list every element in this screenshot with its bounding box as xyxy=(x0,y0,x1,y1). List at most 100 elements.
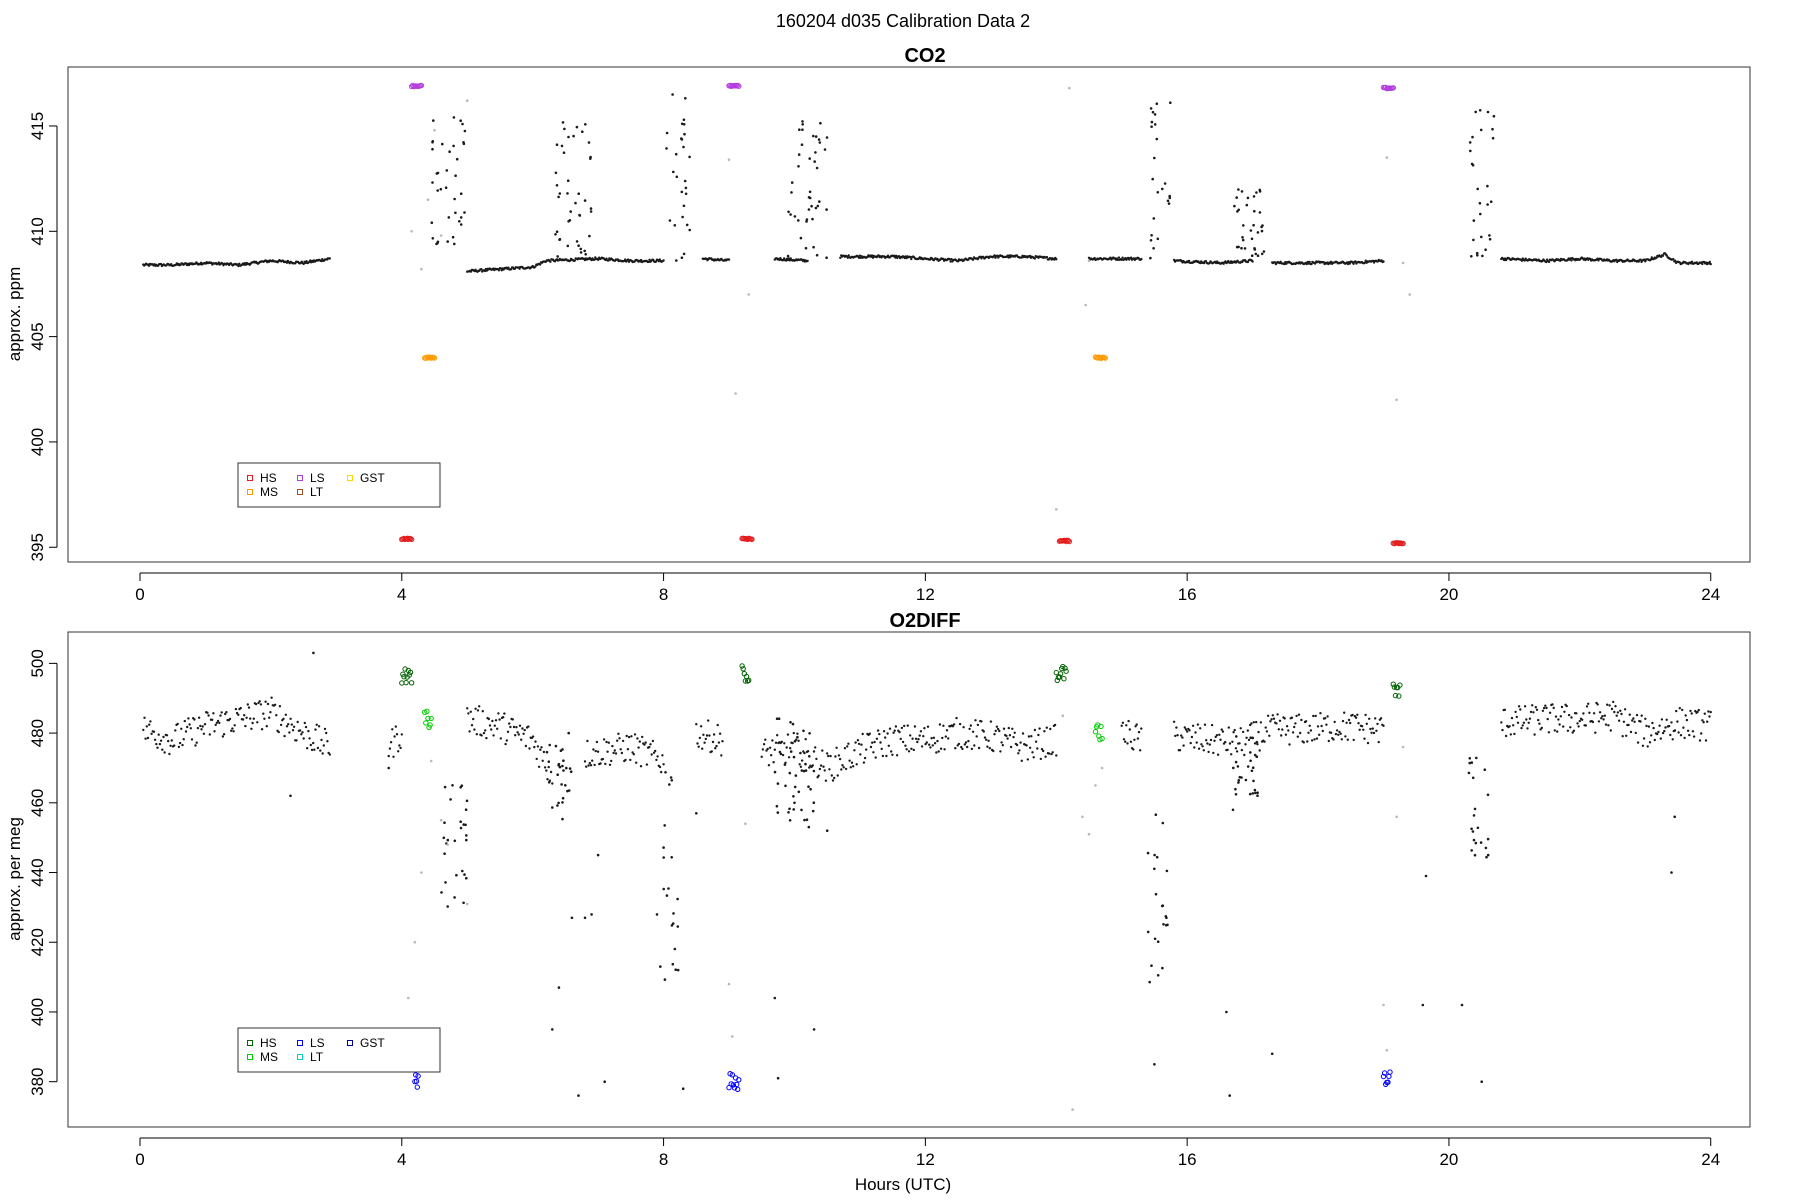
o2diff-excursion-point xyxy=(465,799,469,803)
o2diff-point xyxy=(1600,717,1603,720)
o2diff-point xyxy=(814,746,817,749)
o2diff-cal-ms-point xyxy=(423,720,429,726)
o2diff-cal-ms-point xyxy=(1096,733,1102,739)
o2diff-point xyxy=(162,735,165,739)
o2diff-cal-hs-point xyxy=(1391,684,1398,690)
o2diff-excursion-point xyxy=(671,922,675,925)
o2diff-point xyxy=(971,730,975,733)
o2diff-point xyxy=(977,746,981,750)
co2-excursion-point xyxy=(1152,247,1155,250)
o2diff-point xyxy=(1233,728,1236,732)
co2-excursion-point xyxy=(555,143,559,146)
o2diff-point xyxy=(1646,745,1649,748)
o2diff-point xyxy=(654,749,657,753)
o2diff-point xyxy=(1659,737,1663,740)
o2diff-point xyxy=(760,755,763,758)
co2-excursion-point xyxy=(1149,107,1153,110)
o2diff-point xyxy=(1180,734,1183,737)
o2diff-point xyxy=(1542,706,1546,710)
o2diff-flagged-point xyxy=(1385,1049,1389,1052)
co2-excursion-point xyxy=(674,152,678,156)
o2diff-point xyxy=(1569,726,1572,729)
o2diff-excursion-point xyxy=(1165,869,1169,873)
o2diff-point xyxy=(638,740,641,743)
o2diff-point xyxy=(1554,715,1558,718)
o2diff-excursion-point xyxy=(1485,855,1488,859)
co2-excursion-point xyxy=(1253,209,1256,213)
o2diff-point xyxy=(515,726,518,729)
o2diff-point xyxy=(1704,739,1708,742)
o2diff-point xyxy=(1689,709,1692,713)
co2-excursion-point xyxy=(445,169,449,172)
o2diff-point xyxy=(1324,717,1327,720)
o2diff-cal-hs-point xyxy=(739,663,745,669)
o2diff-point xyxy=(487,717,490,721)
o2diff-excursion-point xyxy=(812,801,816,804)
co2-point xyxy=(654,260,658,263)
o2diff-point xyxy=(1604,723,1608,726)
o2diff-cal-hs-point xyxy=(399,680,405,686)
o2diff-point xyxy=(1371,727,1375,730)
co2-point xyxy=(534,265,537,268)
o2diff-point xyxy=(1006,737,1009,740)
co2-point xyxy=(497,269,501,272)
o2diff-point xyxy=(256,721,259,724)
o2diff-excursion-point xyxy=(464,823,467,827)
o2diff-excursion-point xyxy=(674,968,677,971)
o2diff-point xyxy=(528,747,531,750)
o2diff-point xyxy=(1340,738,1344,741)
o2diff-point xyxy=(933,742,937,745)
o2diff-point xyxy=(1338,730,1341,734)
o2diff-point xyxy=(1697,708,1701,712)
co2-excursion-point xyxy=(1235,196,1238,199)
co2-point xyxy=(1545,260,1548,264)
co2-point xyxy=(648,258,651,261)
o2diff-point xyxy=(925,741,928,744)
o2diff-sparse-point xyxy=(387,766,391,770)
co2-y-tick-label: 405 xyxy=(28,322,47,350)
o2diff-excursion-point xyxy=(662,846,665,849)
o2diff-point xyxy=(613,749,616,752)
co2-excursion-point xyxy=(684,192,688,196)
o2diff-point xyxy=(1508,725,1511,728)
o2diff-point xyxy=(1537,718,1540,722)
o2diff-point xyxy=(527,725,530,728)
o2diff-cal-ls-point xyxy=(734,1081,740,1088)
o2diff-point xyxy=(585,765,588,768)
co2-excursion-point xyxy=(1149,256,1152,260)
o2diff-point xyxy=(1053,723,1057,727)
o2diff-point xyxy=(963,743,966,746)
co2-panel-title: CO2 xyxy=(904,45,945,67)
co2-cal-hs-point xyxy=(405,536,411,542)
o2diff-point xyxy=(1332,738,1335,741)
o2diff-point xyxy=(941,736,944,740)
co2-point xyxy=(1348,262,1352,265)
co2-cal-ls-point xyxy=(418,82,425,89)
o2diff-point xyxy=(1265,730,1269,733)
o2diff-panel-title: O2DIFF xyxy=(889,610,960,632)
o2diff-excursion-point xyxy=(451,784,454,787)
co2-excursion-point xyxy=(682,123,686,126)
o2diff-excursion-point xyxy=(800,769,804,772)
co2-excursion-point xyxy=(588,234,591,238)
co2-point xyxy=(996,254,999,257)
o2diff-excursion-point xyxy=(556,804,559,807)
o2diff-point xyxy=(1614,705,1617,708)
co2-excursion-point xyxy=(1252,223,1255,227)
co2-excursion-point xyxy=(818,141,822,144)
o2diff-sparse-point xyxy=(596,853,600,857)
o2diff-point xyxy=(243,714,246,717)
o2diff-point xyxy=(1379,717,1383,720)
o2diff-excursion-point xyxy=(1473,807,1477,811)
o2diff-point xyxy=(287,723,290,726)
co2-x-axis: 0 4 8 12 16 20 24 xyxy=(135,572,1720,604)
o2diff-point xyxy=(662,763,665,766)
o2diff-excursion-point xyxy=(673,947,677,951)
co2-excursion-point xyxy=(812,245,815,249)
o2diff-point xyxy=(1231,740,1234,743)
o2diff-point xyxy=(630,735,633,738)
co2-point xyxy=(1364,259,1367,262)
o2diff-point xyxy=(1128,728,1132,731)
o2diff-cal-ls-point xyxy=(1381,1070,1388,1076)
o2diff-point xyxy=(231,727,234,730)
